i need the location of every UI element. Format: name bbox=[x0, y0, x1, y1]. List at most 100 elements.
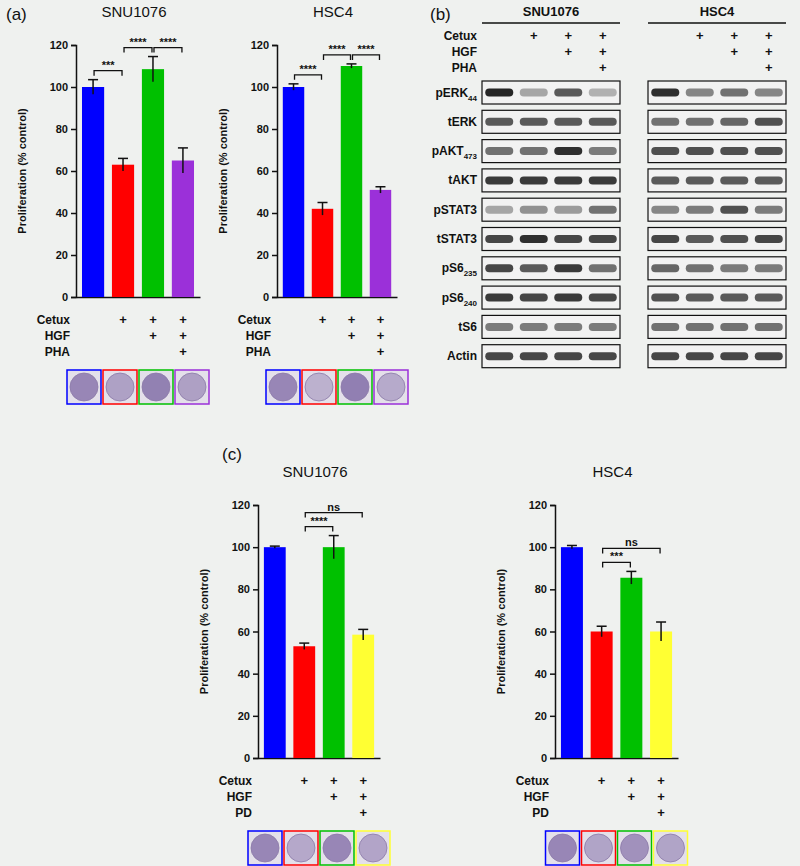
blot-treatment-mark: + bbox=[730, 44, 738, 59]
error-bar-cap bbox=[656, 621, 666, 623]
well-frame bbox=[248, 831, 282, 865]
blot-band bbox=[651, 206, 679, 214]
well-frame bbox=[338, 370, 372, 404]
blot-band bbox=[589, 118, 617, 126]
blot-cell-line-rule bbox=[482, 22, 620, 23]
well-frame bbox=[266, 370, 300, 404]
y-axis: 020406080100120 bbox=[529, 499, 556, 764]
error-bar bbox=[299, 643, 309, 649]
error-bar-cap bbox=[88, 79, 98, 81]
y-tick-mark bbox=[71, 255, 76, 257]
figure: (a)(b)(c)SNU1076Proliferation (% control… bbox=[0, 0, 800, 866]
bar bbox=[341, 66, 362, 297]
chart-title: HSC4 bbox=[313, 3, 353, 20]
blot-band bbox=[554, 176, 582, 184]
blot-band bbox=[686, 89, 714, 97]
treatment-mark: + bbox=[628, 773, 636, 788]
significance-bracket bbox=[154, 48, 182, 53]
y-tick-mark bbox=[272, 255, 277, 257]
blot-band bbox=[485, 352, 513, 360]
treatment-mark: + bbox=[628, 789, 636, 804]
error-bar bbox=[567, 545, 577, 548]
blot-strip bbox=[648, 257, 786, 280]
well-stain bbox=[287, 834, 315, 862]
well-stain bbox=[142, 373, 170, 401]
blot-row-label-main: pERK bbox=[435, 86, 468, 100]
well-frame bbox=[103, 370, 137, 404]
blot-band bbox=[720, 323, 748, 331]
well-frame bbox=[356, 831, 390, 865]
error-bar bbox=[289, 84, 299, 90]
significance-label: *** bbox=[610, 550, 624, 562]
blot-band bbox=[485, 264, 513, 272]
blot-band bbox=[520, 147, 548, 155]
blot-band bbox=[686, 235, 714, 243]
blot-band bbox=[520, 323, 548, 331]
well-frame bbox=[582, 831, 616, 865]
error-bar-cap bbox=[329, 535, 339, 537]
treatment-label: HGF bbox=[45, 329, 70, 343]
blot-row-label-subscript: 473 bbox=[464, 152, 478, 161]
error-bar-cap bbox=[148, 56, 158, 58]
blot-band bbox=[520, 235, 548, 243]
y-tick-mark bbox=[550, 631, 555, 633]
error-bar-stem bbox=[122, 158, 124, 171]
error-bar-stem bbox=[631, 571, 633, 584]
y-tick-mark bbox=[253, 716, 258, 718]
error-bar bbox=[329, 536, 339, 559]
bar bbox=[312, 209, 333, 297]
blot-row-label-subscript: 235 bbox=[464, 269, 478, 278]
y-tick: 0 bbox=[62, 291, 76, 303]
blot-band bbox=[554, 118, 582, 126]
plot-marks bbox=[82, 57, 194, 297]
blot-band bbox=[651, 147, 679, 155]
blot-band bbox=[755, 323, 783, 331]
bar bbox=[283, 87, 304, 297]
treatment-mark: + bbox=[377, 328, 385, 343]
blot-band bbox=[755, 352, 783, 360]
treatment-label: Cetux bbox=[238, 313, 272, 327]
error-bar-cap bbox=[358, 629, 368, 631]
blot-band bbox=[520, 352, 548, 360]
blot-band bbox=[485, 176, 513, 184]
y-axis: 020406080100120 bbox=[232, 499, 259, 764]
y-tick: 100 bbox=[50, 81, 76, 93]
well-stain bbox=[323, 834, 351, 862]
blot-band bbox=[485, 147, 513, 155]
blot-band bbox=[485, 89, 513, 97]
y-tick-label: 0 bbox=[62, 291, 68, 303]
blot-treatment-mark: + bbox=[599, 60, 607, 75]
bar bbox=[172, 161, 194, 298]
y-tick-label: 60 bbox=[56, 165, 68, 177]
y-tick: 60 bbox=[535, 626, 555, 638]
blot-band bbox=[589, 206, 617, 214]
bar-chart: HSC4Proliferation (% control)02040608010… bbox=[217, 3, 408, 404]
well-frame bbox=[67, 370, 101, 404]
y-tick-mark bbox=[550, 505, 555, 507]
y-axis-line bbox=[71, 46, 77, 298]
bar bbox=[82, 87, 104, 297]
y-tick-label: 20 bbox=[56, 249, 68, 261]
significance-bracket bbox=[324, 55, 351, 60]
significance-label: **** bbox=[310, 515, 328, 527]
blot-strip bbox=[648, 345, 786, 368]
treatment-mark: + bbox=[657, 773, 665, 788]
bar-chart: HSC4Proliferation (% control)02040608010… bbox=[495, 463, 688, 865]
treatment-label: PHA bbox=[246, 345, 272, 359]
y-tick-label: 40 bbox=[257, 207, 269, 219]
y-tick: 20 bbox=[257, 249, 277, 261]
blot-strip bbox=[648, 140, 786, 163]
blot-row-label: Actin bbox=[447, 349, 477, 363]
y-tick-label: 20 bbox=[257, 249, 269, 261]
y-tick: 100 bbox=[232, 541, 258, 553]
blot-band bbox=[720, 147, 748, 155]
blot-strip bbox=[648, 110, 786, 133]
treatment-mark: + bbox=[377, 344, 385, 359]
blot-strip bbox=[482, 228, 620, 251]
blot-treatment-label: PHA bbox=[452, 61, 478, 75]
y-tick-label: 60 bbox=[535, 626, 547, 638]
error-bar-cap bbox=[375, 186, 385, 188]
blot-band bbox=[686, 294, 714, 302]
y-tick-mark bbox=[71, 213, 76, 215]
bar bbox=[561, 547, 583, 758]
